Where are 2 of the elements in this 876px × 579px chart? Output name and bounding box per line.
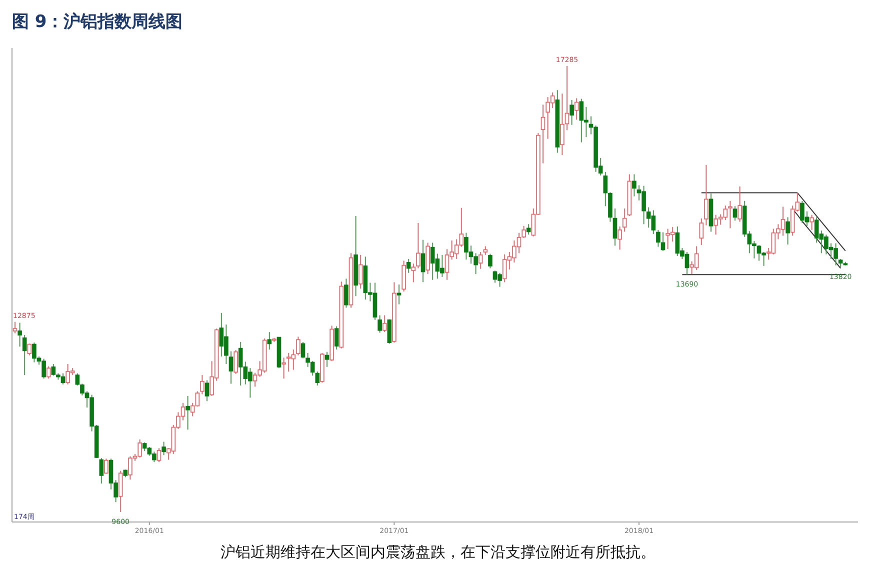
title: 图 9：沪铝指数周线图 [12,12,183,32]
text: 沪铝近期维持在大区间内震荡盘跌，在下沿支撑位附近有所抵抗。 [220,543,656,561]
